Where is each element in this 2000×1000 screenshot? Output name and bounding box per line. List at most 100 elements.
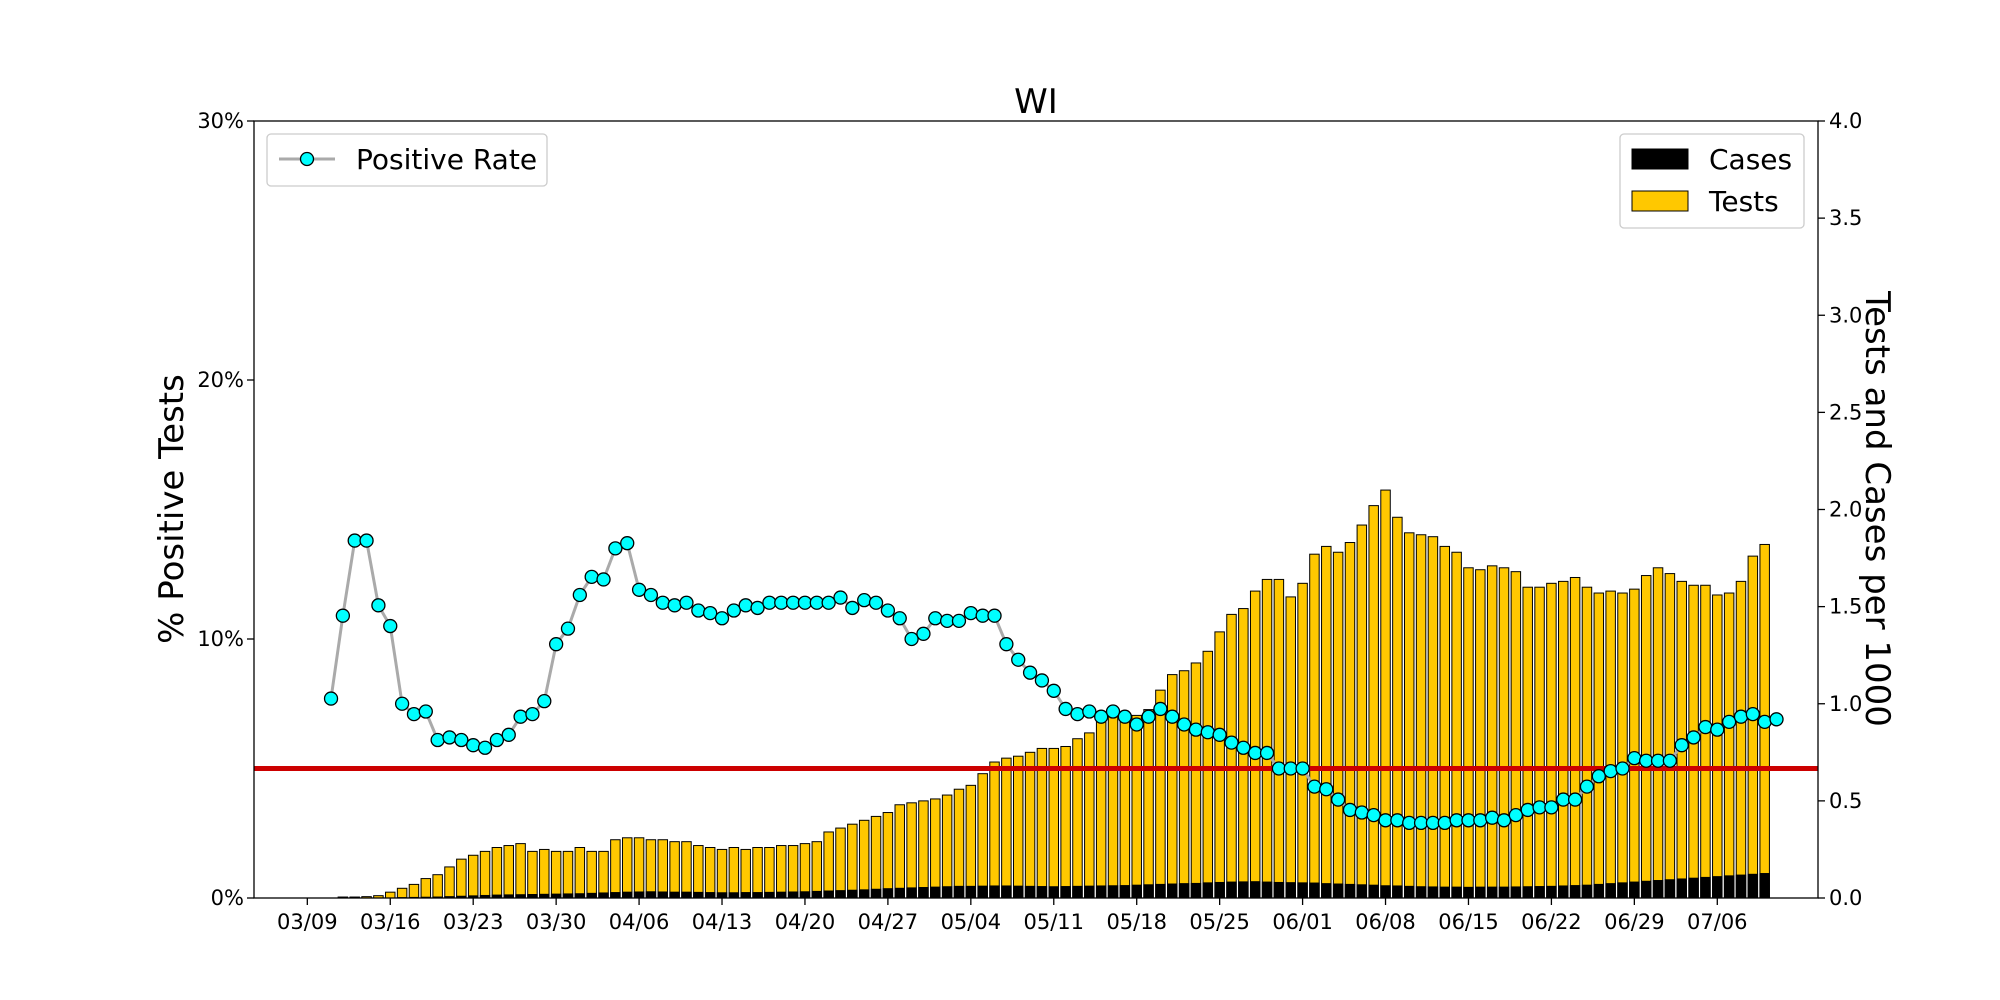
cases-bar <box>1640 880 1652 899</box>
tests-bar <box>479 850 491 899</box>
positive-rate-point <box>857 593 872 608</box>
tests-bar <box>1640 575 1652 899</box>
tests-bar <box>693 845 704 899</box>
tests-bar <box>1167 674 1178 899</box>
cases-bar <box>598 892 609 899</box>
legend-label-cases: Cases <box>1709 143 1792 176</box>
cases-bar <box>811 890 823 899</box>
cases-bar <box>1226 881 1237 899</box>
tests-bar <box>716 848 728 899</box>
cases-bar <box>1759 873 1770 899</box>
cases-bar <box>610 892 621 899</box>
cases-bar <box>906 887 917 899</box>
legend-tests-cases: Cases Tests <box>1619 133 1805 229</box>
tests-bar <box>1143 709 1154 899</box>
cases-bar <box>1534 886 1545 899</box>
tests-bar <box>1558 580 1569 899</box>
positive-rate-point <box>1473 813 1488 828</box>
cases-bar <box>1676 878 1687 899</box>
tests-bar <box>1178 670 1190 899</box>
positive-rate-point <box>537 694 552 709</box>
positive-rate-point <box>454 732 469 748</box>
tests-bar <box>1226 613 1237 899</box>
cases-bar <box>941 886 953 899</box>
legend-marker-swatch <box>299 151 315 167</box>
cases-bar <box>621 891 633 899</box>
tests-bar <box>669 841 680 899</box>
positive-rate-point <box>928 611 943 626</box>
tests-bar <box>1498 567 1510 899</box>
right-tick-label: 0.0 <box>1829 886 1862 910</box>
tests-bar <box>1415 534 1427 899</box>
positive-rate-point <box>1105 704 1121 719</box>
right-tick-label: 1.5 <box>1829 595 1862 619</box>
positive-rate-point <box>1330 792 1346 807</box>
cases-bar <box>1155 883 1166 899</box>
cases-bar <box>1285 882 1296 899</box>
x-tick-label: 06/01 <box>1272 910 1333 934</box>
cases-bar <box>1012 885 1024 899</box>
cases-bar <box>669 891 680 899</box>
positive-rate-point <box>1390 813 1405 828</box>
positive-rate-point <box>1141 709 1156 724</box>
positive-rate-point <box>1153 701 1168 717</box>
positive-rate-point <box>904 631 919 647</box>
cases-bar <box>918 887 929 899</box>
tests-bar <box>1380 489 1391 899</box>
x-tick-label: 05/11 <box>1024 910 1085 934</box>
left-tick-label: 10% <box>197 627 244 651</box>
positive-rate-point <box>1520 802 1535 818</box>
cases-bar <box>1119 885 1131 899</box>
tests-bar <box>539 848 550 899</box>
cases-bar <box>1143 884 1154 899</box>
positive-rate-point <box>560 621 576 636</box>
cases-bar <box>1723 875 1735 899</box>
x-tick-label: 07/06 <box>1687 910 1748 934</box>
tests-bar <box>1700 584 1711 899</box>
positive-rate-point <box>975 608 990 623</box>
positive-rate-point <box>880 603 896 618</box>
tests-bar <box>1534 586 1545 899</box>
tests-bar <box>1202 650 1214 899</box>
positive-rate-point <box>406 706 422 722</box>
cases-bar <box>1688 877 1699 899</box>
cases-bar <box>965 885 977 899</box>
cases-bar <box>1344 883 1356 899</box>
positive-rate-point <box>785 595 801 610</box>
tests-bar <box>989 761 1000 899</box>
positive-rate-point <box>359 533 374 548</box>
positive-rate-point <box>596 572 611 587</box>
cases-bar <box>1747 873 1759 899</box>
positive-rate-point <box>1508 807 1524 823</box>
positive-rate-point <box>1710 722 1725 737</box>
tests-bar <box>1486 565 1498 899</box>
tests-bar <box>550 850 562 899</box>
positive-rate-point <box>347 533 362 548</box>
tests-bar <box>1095 720 1107 899</box>
tests-bar <box>1285 596 1296 899</box>
positive-rate-point <box>1639 753 1654 768</box>
positive-rate-point <box>1058 701 1073 717</box>
cases-bar <box>1735 874 1747 899</box>
tests-bar <box>764 847 775 899</box>
cases-bar <box>847 889 858 899</box>
x-tick-label: 06/15 <box>1438 910 1499 934</box>
positive-rate-point <box>584 569 599 584</box>
positive-rate-point <box>1319 782 1334 797</box>
tests-bar <box>1451 551 1462 899</box>
cases-bar <box>1001 885 1012 899</box>
cases-bar <box>894 887 905 899</box>
tests-bar <box>408 883 420 899</box>
positive-rate-point <box>939 613 955 629</box>
cases-bar <box>1629 881 1640 899</box>
tests-bar <box>574 847 586 899</box>
positive-rate-point <box>1212 727 1227 742</box>
cases-bar <box>1427 886 1439 899</box>
x-tick-label: 05/25 <box>1189 910 1250 934</box>
cases-bar <box>858 889 870 899</box>
left-tick-label: 0% <box>211 886 244 910</box>
tests-bar <box>1012 755 1024 899</box>
positive-rate-point <box>750 600 765 616</box>
positive-rate-point <box>1342 802 1358 818</box>
tests-bar <box>1309 553 1320 899</box>
